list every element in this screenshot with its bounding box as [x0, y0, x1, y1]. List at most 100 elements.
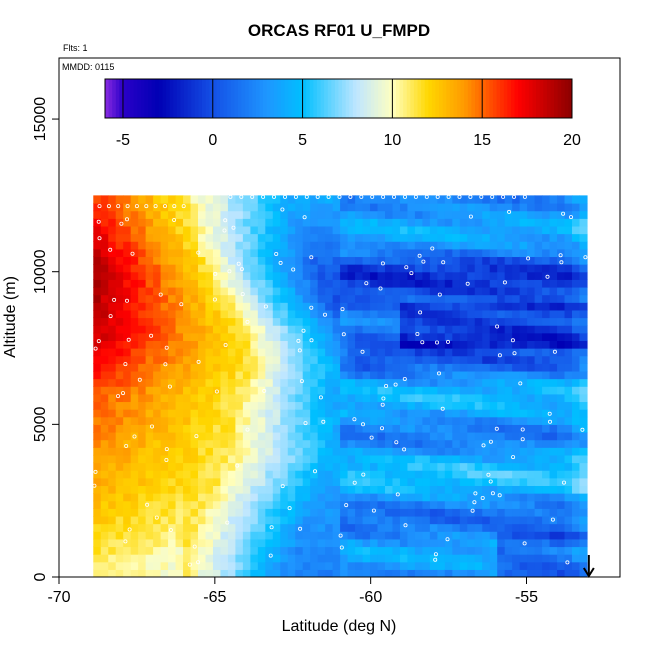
heatmap-cell: [198, 454, 207, 464]
heatmap-cell: [295, 218, 304, 227]
heatmap-cell: [265, 340, 274, 349]
heatmap-cell: [429, 256, 438, 265]
heatmap-cell: [265, 286, 274, 296]
heatmap-cell: [100, 302, 109, 311]
heatmap-cell: [242, 302, 251, 311]
heatmap-cell: [482, 454, 491, 464]
heatmap-cell: [572, 439, 581, 448]
heatmap-cell: [534, 195, 543, 204]
heatmap-cell: [377, 241, 386, 250]
heatmap-cell: [437, 454, 446, 464]
heatmap-cell: [175, 264, 184, 273]
heatmap-cell: [100, 264, 109, 273]
heatmap-cell: [512, 493, 521, 502]
heatmap-cell: [347, 409, 356, 418]
heatmap-cell: [504, 233, 513, 242]
heatmap-cell: [362, 210, 371, 219]
heatmap-cell: [370, 401, 379, 410]
heatmap-cell: [534, 210, 543, 219]
heatmap-cell: [399, 462, 409, 471]
heatmap-cell: [168, 355, 177, 364]
heatmap-cell: [370, 348, 379, 357]
heatmap-cell: [482, 302, 491, 311]
heatmap-cell: [235, 210, 244, 219]
colorbar-segment: [528, 79, 533, 118]
track-point: [296, 338, 301, 343]
heatmap-cell: [168, 508, 177, 517]
heatmap-cell: [190, 485, 199, 494]
track-point: [583, 255, 588, 260]
heatmap-cell: [437, 225, 446, 235]
heatmap-cell: [257, 264, 266, 273]
heatmap-cell: [138, 508, 147, 517]
colorbar-segment: [496, 79, 501, 118]
heatmap-cell: [108, 355, 117, 364]
heatmap-cell: [145, 317, 154, 326]
heatmap-cell: [100, 500, 109, 509]
heatmap-cell: [370, 531, 379, 540]
heatmap-cell: [175, 370, 184, 380]
heatmap-cell: [235, 348, 244, 357]
heatmap-cell: [302, 470, 311, 479]
heatmap-cell: [235, 538, 244, 548]
heatmap-cell: [422, 546, 431, 555]
heatmap-cell: [265, 523, 274, 532]
heatmap-cell: [467, 332, 476, 341]
heatmap-cell: [414, 393, 423, 403]
colorbar-segment: [446, 79, 451, 118]
heatmap-cell: [452, 302, 461, 311]
heatmap-cell: [212, 538, 222, 548]
heatmap-cell: [250, 370, 259, 380]
heatmap-cell: [272, 309, 281, 319]
heatmap-cell: [227, 195, 236, 204]
heatmap-cell: [332, 309, 341, 319]
heatmap-cell: [429, 355, 438, 364]
heatmap-cell: [212, 271, 222, 280]
heatmap-cell: [437, 203, 446, 212]
heatmap-cell: [332, 554, 341, 563]
heatmap-cell: [325, 523, 334, 532]
heatmap-cell: [452, 225, 461, 235]
heatmap-cell: [355, 470, 364, 479]
colorbar-segment: [331, 79, 336, 118]
heatmap-cell: [534, 454, 543, 464]
track-point: [269, 525, 274, 530]
heatmap-cell: [272, 409, 281, 418]
heatmap-cell: [280, 225, 289, 235]
heatmap-cell: [414, 470, 423, 479]
heatmap-cell: [220, 340, 229, 349]
track-point: [145, 502, 150, 507]
heatmap-cell: [437, 569, 446, 577]
heatmap-cell: [399, 454, 409, 464]
track-point: [127, 527, 132, 532]
heatmap-cell: [220, 538, 229, 548]
heatmap-cell: [444, 477, 453, 487]
heatmap-cell: [212, 294, 222, 303]
heatmap-cell: [115, 340, 124, 349]
track-point: [344, 503, 349, 508]
heatmap-cell: [370, 454, 379, 464]
heatmap-cell: [572, 561, 581, 570]
heatmap-cell: [377, 248, 386, 258]
heatmap-cell: [347, 485, 356, 494]
heatmap-cell: [108, 340, 117, 349]
heatmap-cell: [317, 508, 326, 517]
heatmap-cell: [212, 195, 222, 204]
colorbar-segment: [324, 79, 329, 118]
heatmap-cell: [542, 317, 551, 326]
heatmap-cell: [377, 416, 386, 425]
heatmap-cell: [504, 370, 513, 380]
heatmap-cell: [205, 355, 214, 364]
colorbar-segment: [471, 79, 476, 118]
heatmap-cell: [489, 264, 498, 273]
heatmap-cell: [108, 279, 117, 288]
heatmap-cell: [220, 431, 229, 441]
heatmap-cell: [452, 554, 461, 563]
heatmap-cell: [317, 370, 326, 380]
heatmap-cell: [362, 454, 371, 464]
colorbar-segment: [564, 79, 569, 118]
heatmap-cell: [497, 546, 506, 555]
heatmap-cell: [250, 233, 259, 242]
heatmap-cell: [534, 225, 543, 235]
heatmap-cell: [579, 332, 588, 341]
